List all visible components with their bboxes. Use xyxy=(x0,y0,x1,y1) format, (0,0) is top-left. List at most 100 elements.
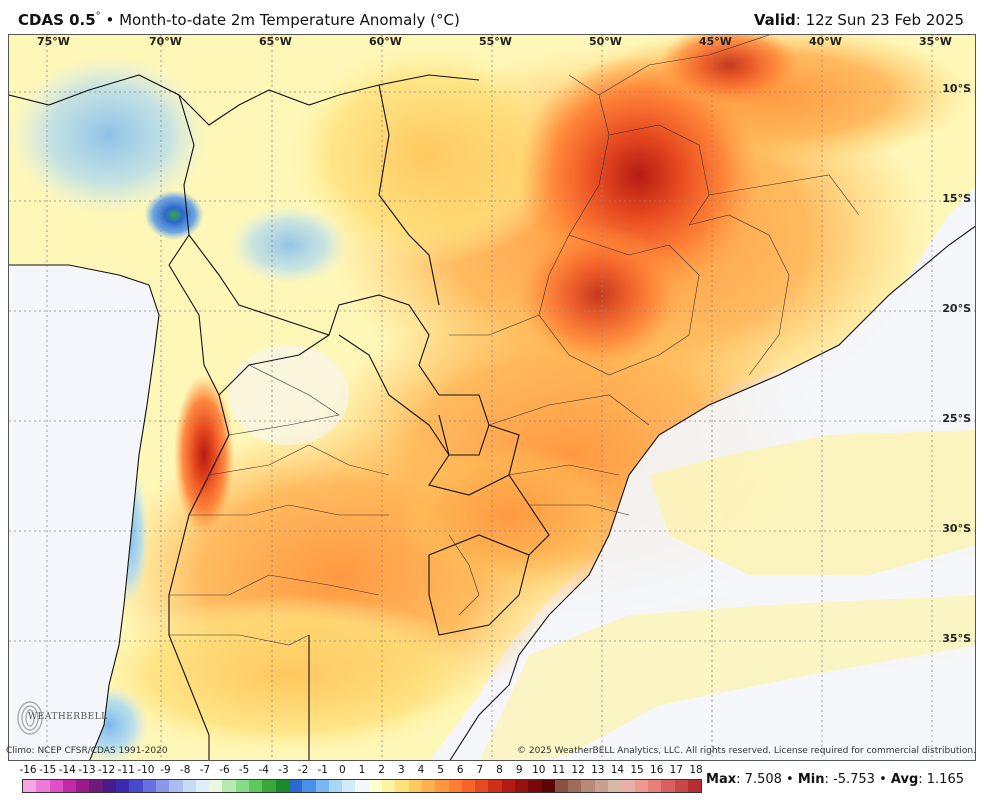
legend-swatch xyxy=(514,780,529,792)
legend-swatch xyxy=(382,780,396,792)
legend-swatch xyxy=(647,780,662,792)
legend-swatch xyxy=(62,780,77,792)
atlantic-anomaly xyxy=(649,430,975,575)
legend-swatch xyxy=(634,780,648,792)
legend-swatch xyxy=(302,780,316,792)
lon-label-45w: 45°W xyxy=(699,35,732,48)
legend-tick-label: 15 xyxy=(630,764,644,776)
legend-swatch xyxy=(129,780,143,792)
legend-tick-label: 5 xyxy=(437,764,444,776)
legend-tick-label: 11 xyxy=(551,764,566,776)
state-borders xyxy=(169,35,860,646)
legend-tick-label: 16 xyxy=(650,764,664,776)
graticule xyxy=(9,35,975,760)
legend-swatch xyxy=(475,780,489,792)
legend-tick-label: -10 xyxy=(137,764,155,776)
legend-tick-label: 1 xyxy=(358,764,366,776)
legend-swatch xyxy=(621,780,635,792)
header: CDAS 0.5° • Month-to-date 2m Temperature… xyxy=(0,0,984,34)
legend-tick-label: 2 xyxy=(378,764,385,776)
legend-swatch xyxy=(608,780,622,792)
legend-tick-label: -7 xyxy=(199,764,211,776)
legend-tick-label: -12 xyxy=(98,764,116,776)
legend-tick-label: -3 xyxy=(278,764,289,776)
legend-tick-label: -5 xyxy=(238,764,250,776)
legend-tick-label: 4 xyxy=(417,764,425,776)
legend-tick-label: 18 xyxy=(689,764,703,776)
lat-label-25s: 25°S xyxy=(942,412,971,425)
map-panel: 75°W 70°W 65°W 60°W 55°W 50°W 45°W 40°W … xyxy=(8,34,976,761)
legend-tick-label: 12 xyxy=(571,764,585,776)
weatherbell-logo-icon xyxy=(17,701,43,735)
legend-tick-label: -4 xyxy=(258,764,269,776)
legend-tick-label: 0 xyxy=(339,764,346,776)
legend-swatch xyxy=(142,780,156,792)
stats-sep-1: • xyxy=(786,772,794,787)
legend-swatch xyxy=(49,780,63,792)
legend-swatch xyxy=(448,780,462,792)
stats-sep-2: • xyxy=(879,772,887,787)
legend-tick-label: -1 xyxy=(317,764,328,776)
max-value: : 7.508 xyxy=(736,772,782,787)
avg-value: : 1.165 xyxy=(918,772,964,787)
product-name: Month-to-date 2m Temperature Anomaly (°C… xyxy=(119,11,460,29)
degree-mark: ° xyxy=(95,11,101,22)
legend-swatch xyxy=(541,780,555,792)
legend-swatch xyxy=(102,780,117,792)
legend-swatch xyxy=(594,780,609,792)
atlantic-anomaly-south xyxy=(479,595,975,760)
warm-core-rio-grande xyxy=(399,445,619,585)
legend-swatch xyxy=(195,780,210,792)
legend-tick-label: 3 xyxy=(397,764,405,776)
max-label: Max xyxy=(706,772,737,787)
legend-bar xyxy=(22,779,702,793)
legend-tick-label: -14 xyxy=(58,764,76,776)
legend-swatch xyxy=(342,780,356,792)
legend-swatch xyxy=(169,780,183,792)
lon-label-75w: 75°W xyxy=(37,35,70,48)
legend-swatch xyxy=(368,780,383,792)
legend-swatch xyxy=(674,780,688,792)
legend-tick-label: -8 xyxy=(179,764,191,776)
legend-tick-label: 9 xyxy=(515,764,523,776)
lon-label-70w: 70°W xyxy=(149,35,182,48)
legend-swatch xyxy=(501,780,515,792)
legend-swatch xyxy=(554,780,569,792)
legend-swatch xyxy=(315,780,329,792)
legend-swatch xyxy=(209,780,223,792)
legend-tick-label: -13 xyxy=(78,764,96,776)
legend-swatch xyxy=(435,780,449,792)
lon-label-60w: 60°W xyxy=(369,35,402,48)
mild-region-amazon xyxy=(289,45,569,265)
lat-label-15s: 15°S xyxy=(942,192,971,205)
copyright-note: © 2025 WeatherBELL Analytics, LLC. All r… xyxy=(517,746,976,756)
hot-core-andes xyxy=(174,375,234,535)
cool-region-peru xyxy=(9,55,209,215)
legend-swatch xyxy=(76,780,90,792)
min-value: : -5.753 xyxy=(824,772,875,787)
stats-readout: Max: 7.508 • Min: -5.753 • Avg: 1.165 xyxy=(706,772,964,787)
legend-swatch xyxy=(328,780,343,792)
coastline xyxy=(9,264,160,760)
lat-label-10s: 10°S xyxy=(942,82,971,95)
legend-swatch xyxy=(568,780,582,792)
country-borders xyxy=(9,74,550,760)
legend-swatch xyxy=(661,780,675,792)
legend-swatch xyxy=(421,780,436,792)
legend-swatch xyxy=(116,780,130,792)
lat-label-35s: 35°S xyxy=(942,632,971,645)
cold-core-titicaca xyxy=(144,190,204,240)
legend-tick-label: -16 xyxy=(19,764,37,776)
legend-swatch xyxy=(408,780,422,792)
coastline-east xyxy=(449,225,975,760)
legend-tick-label: -11 xyxy=(117,764,135,776)
anomaly-map xyxy=(9,35,975,760)
legend-ticks: -16 -15 -14 -13 -12 -11 -10 -9 -8 -7 -6 -5 -4 -3 -2 -1 0… xyxy=(19,764,703,778)
pacific-ocean xyxy=(9,265,159,760)
lon-label-55w: 55°W xyxy=(479,35,512,48)
hot-core-north xyxy=(659,35,799,105)
legend-swatch xyxy=(288,780,303,792)
lon-label-50w: 50°W xyxy=(589,35,622,48)
lon-label-35w: 35°W xyxy=(919,35,952,48)
legend-tick-label: 8 xyxy=(496,764,503,776)
